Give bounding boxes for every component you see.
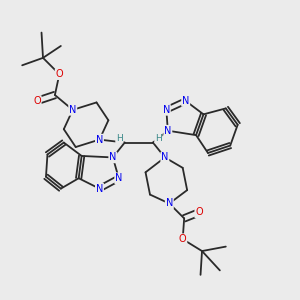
Text: N: N (115, 173, 122, 183)
Text: O: O (33, 96, 41, 106)
Text: N: N (69, 105, 76, 115)
Text: O: O (195, 207, 203, 218)
Text: O: O (179, 234, 187, 244)
Text: N: N (96, 135, 103, 145)
Text: N: N (96, 184, 103, 194)
Text: N: N (166, 199, 173, 208)
Text: N: N (182, 96, 189, 106)
Text: N: N (163, 105, 170, 115)
Text: O: O (56, 69, 63, 79)
Text: H: H (155, 134, 162, 142)
Text: N: N (164, 126, 172, 136)
Text: N: N (161, 152, 169, 162)
Text: N: N (109, 152, 116, 162)
Text: H: H (116, 134, 123, 142)
